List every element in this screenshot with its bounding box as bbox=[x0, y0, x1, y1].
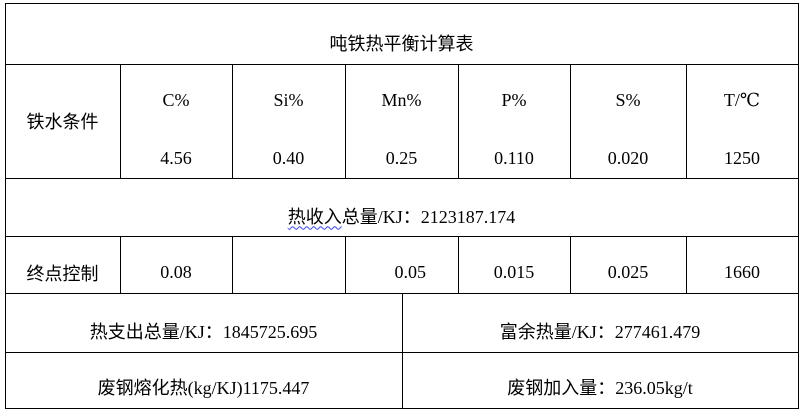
border bbox=[570, 236, 571, 293]
endpoint-c: 0.08 bbox=[160, 262, 192, 282]
border bbox=[402, 293, 403, 408]
heat-income-label: 热收入 bbox=[287, 206, 342, 227]
value-c: 4.56 bbox=[160, 147, 192, 168]
heat-output-total: 热支出总量/KJ：1845725.695 bbox=[89, 322, 318, 342]
border bbox=[5, 236, 798, 237]
value-p: 0.110 bbox=[494, 147, 534, 168]
header-s: S% bbox=[615, 89, 641, 110]
surplus-heat: 富余热量/KJ：277461.479 bbox=[499, 322, 701, 342]
hot-metal-label: 铁水条件 bbox=[26, 112, 99, 132]
border bbox=[5, 3, 6, 409]
value-t: 1250 bbox=[724, 147, 760, 168]
value-si: 0.40 bbox=[272, 147, 305, 168]
border bbox=[5, 352, 798, 353]
border bbox=[5, 64, 798, 65]
border bbox=[5, 293, 798, 294]
border bbox=[5, 178, 798, 179]
border bbox=[5, 3, 798, 4]
scrap-addition: 废钢加入量：236.05kg/t bbox=[507, 378, 693, 398]
value-s: 0.020 bbox=[607, 147, 649, 168]
heat-income-value: 总量/KJ：2123187.174 bbox=[341, 206, 516, 227]
header-t: T/℃ bbox=[723, 89, 761, 110]
scrap-melting-heat: 废钢熔化热(kg/KJ)1175.447 bbox=[97, 378, 310, 398]
border bbox=[345, 64, 346, 178]
border bbox=[686, 236, 687, 293]
border bbox=[120, 64, 121, 178]
border bbox=[120, 236, 121, 293]
header-p: P% bbox=[501, 89, 527, 110]
border bbox=[232, 64, 233, 178]
border bbox=[798, 3, 799, 409]
value-mn: 0.25 bbox=[385, 147, 418, 168]
endpoint-label: 终点控制 bbox=[26, 263, 99, 284]
header-si: Si% bbox=[273, 89, 304, 110]
border bbox=[5, 408, 798, 409]
endpoint-t: 1660 bbox=[724, 262, 760, 282]
header-mn: Mn% bbox=[381, 89, 422, 110]
endpoint-p: 0.015 bbox=[493, 262, 535, 282]
endpoint-s: 0.025 bbox=[607, 262, 649, 282]
endpoint-si bbox=[232, 252, 345, 293]
border bbox=[458, 64, 459, 178]
border bbox=[345, 236, 346, 293]
border bbox=[232, 236, 233, 293]
border bbox=[120, 120, 798, 121]
border bbox=[686, 64, 687, 178]
endpoint-mn: 0.05 bbox=[394, 262, 427, 282]
border bbox=[458, 236, 459, 293]
border bbox=[570, 64, 571, 178]
table-title: 吨铁热平衡计算表 bbox=[329, 34, 474, 54]
heat-income-total: 热收入 总量/KJ：2123187.174 bbox=[5, 195, 798, 236]
header-c: C% bbox=[162, 89, 190, 110]
